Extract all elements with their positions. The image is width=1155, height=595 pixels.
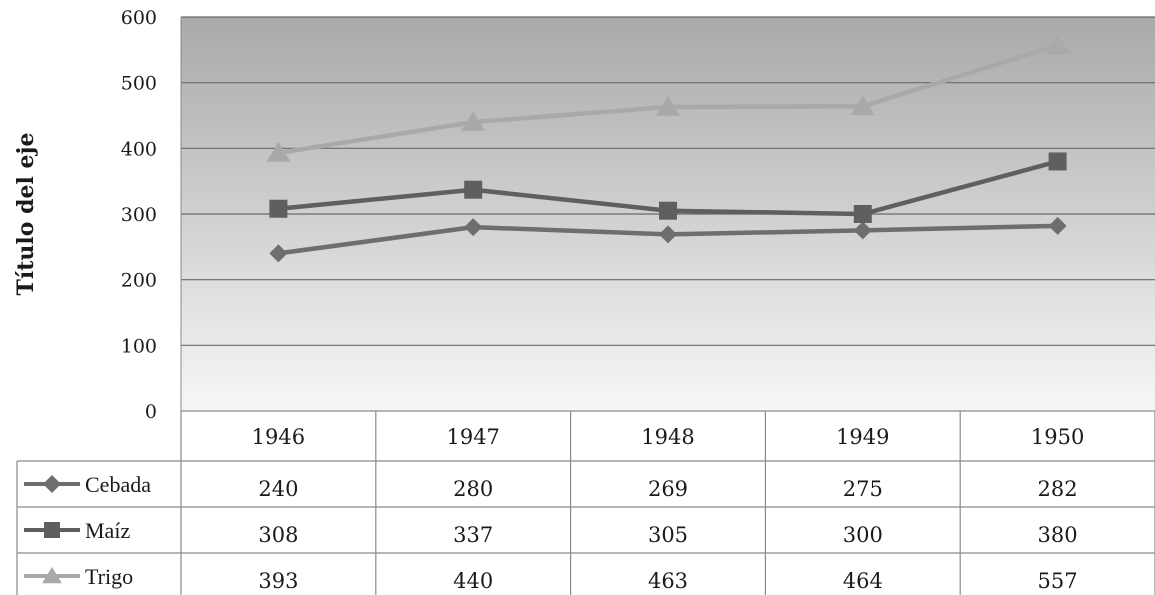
table-value: 557	[1038, 569, 1078, 593]
data-point-square	[659, 201, 677, 220]
data-point-diamond	[43, 475, 61, 493]
x-tick-label: 1950	[1031, 425, 1084, 449]
table-value: 440	[453, 569, 493, 593]
data-point-square	[853, 205, 872, 223]
data-point-triangle	[461, 111, 486, 131]
data-point-diamond	[464, 218, 483, 237]
x-tick-label: 1946	[252, 425, 305, 449]
data-point-square	[269, 199, 288, 218]
table-value: 240	[258, 477, 298, 501]
data-point-triangle	[1045, 34, 1070, 55]
y-tick-label: 300	[121, 204, 157, 226]
y-tick-label: 100	[121, 335, 157, 357]
table-value: 308	[258, 523, 298, 547]
data-point-diamond	[853, 221, 872, 240]
series-Trigo	[266, 34, 1070, 162]
data-point-triangle	[42, 567, 62, 584]
data-point-diamond	[269, 244, 288, 263]
data-point-diamond	[659, 225, 677, 244]
legend-entry: Cebada	[24, 472, 151, 497]
table-value: 337	[453, 523, 493, 547]
data-point-diamond	[1048, 216, 1067, 235]
legend-entry: Maíz	[24, 518, 130, 543]
data-point-square	[1048, 152, 1067, 171]
table-value: 463	[648, 569, 688, 593]
table-value: 380	[1038, 523, 1078, 547]
y-tick-label: 200	[121, 270, 157, 292]
legend-label: Maíz	[85, 518, 130, 543]
series-Maíz	[269, 152, 1067, 223]
table-value: 282	[1038, 477, 1078, 501]
data-point-triangle	[266, 141, 291, 162]
x-tick-label: 1948	[641, 425, 694, 449]
legend-label: Trigo	[85, 564, 133, 589]
data-point-triangle	[655, 95, 681, 116]
legend-label: Cebada	[85, 472, 151, 497]
table-value: 275	[843, 477, 883, 501]
legend-entry: Trigo	[24, 564, 133, 589]
table-value: 269	[648, 477, 688, 501]
x-tick-label: 1947	[446, 425, 499, 449]
table-value: 464	[843, 569, 883, 593]
data-point-triangle	[850, 95, 875, 116]
table-value: 305	[648, 523, 688, 547]
table-value: 280	[453, 477, 493, 501]
series-Cebada	[269, 216, 1067, 263]
y-tick-label: 500	[121, 73, 157, 95]
x-tick-label: 1949	[836, 425, 889, 449]
table-value: 300	[843, 523, 883, 547]
table-value: 393	[258, 569, 298, 593]
y-tick-label: 0	[145, 401, 157, 423]
y-tick-label: 600	[121, 7, 157, 29]
data-point-square	[464, 180, 483, 199]
data-point-square	[44, 522, 60, 538]
y-axis-title: Título del eje	[13, 133, 39, 296]
y-tick-label: 400	[121, 138, 157, 160]
